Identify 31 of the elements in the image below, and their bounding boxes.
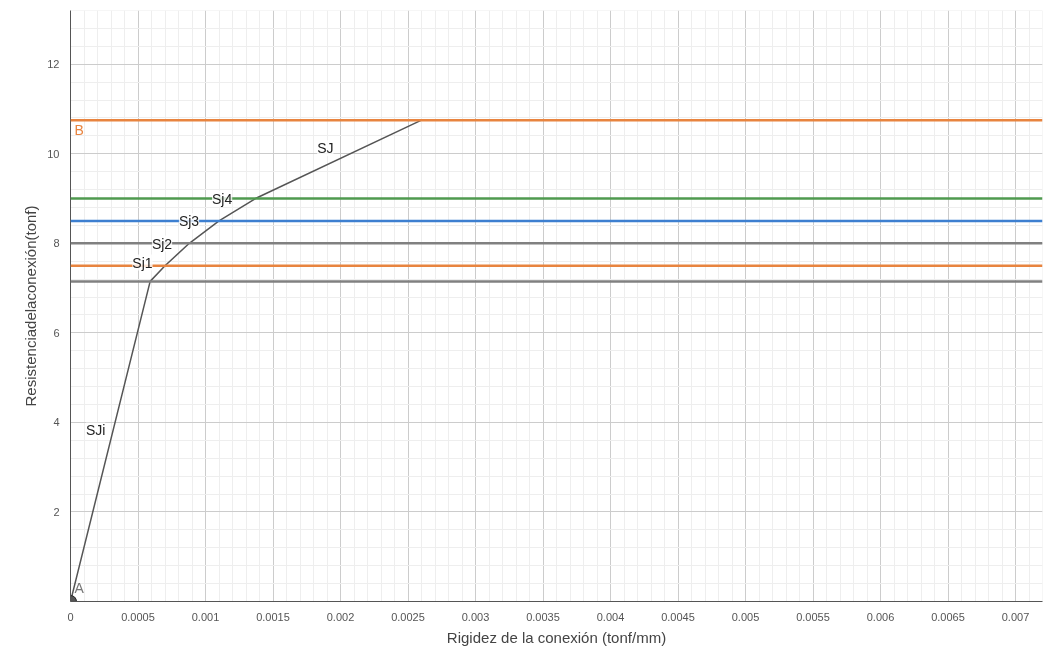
x-tick-label: 0.0025 bbox=[391, 610, 425, 623]
x-tick-label: 0.002 bbox=[326, 610, 355, 623]
x-tick-label: 0.006 bbox=[866, 610, 895, 623]
y-tick-label: 2 bbox=[53, 505, 60, 518]
annotation: SJi bbox=[85, 422, 106, 439]
annotation: SJ bbox=[317, 140, 334, 157]
x-tick-label: 0.005 bbox=[731, 610, 760, 623]
y-tick-label: 8 bbox=[53, 237, 60, 250]
y-tick-label: 10 bbox=[47, 147, 60, 160]
x-tick-label: 0.0065 bbox=[931, 610, 965, 623]
annotation: Sj4 bbox=[211, 190, 233, 207]
x-tick-label: 0.001 bbox=[191, 610, 220, 623]
x-tick-label: 0.0005 bbox=[121, 610, 155, 623]
annotation: Sj3 bbox=[178, 213, 200, 230]
x-tick-label: 0.007 bbox=[1001, 610, 1030, 623]
y-axis-title: Resistenciadelaconexión(tonf) bbox=[22, 205, 40, 407]
y-tick-label: 12 bbox=[47, 58, 60, 71]
x-tick-label: 0.004 bbox=[596, 610, 625, 623]
ref-line-label: B bbox=[74, 122, 84, 139]
x-tick-label: 0.0055 bbox=[796, 610, 830, 623]
x-axis-title: Rigidez de la conexión (tonf/mm) bbox=[446, 628, 667, 646]
annotation: Sj1 bbox=[132, 254, 153, 271]
x-tick-label: 0.0015 bbox=[256, 610, 290, 623]
annotation: Sj2 bbox=[151, 235, 173, 252]
x-tick-label: 0.0035 bbox=[526, 610, 560, 623]
y-tick-label: 4 bbox=[53, 416, 60, 429]
x-tick-label: 0 bbox=[67, 610, 74, 623]
series-label: A bbox=[74, 579, 85, 596]
x-tick-label: 0.003 bbox=[461, 610, 490, 623]
y-tick-label: 6 bbox=[53, 326, 60, 339]
x-tick-label: 0.0045 bbox=[661, 610, 695, 623]
